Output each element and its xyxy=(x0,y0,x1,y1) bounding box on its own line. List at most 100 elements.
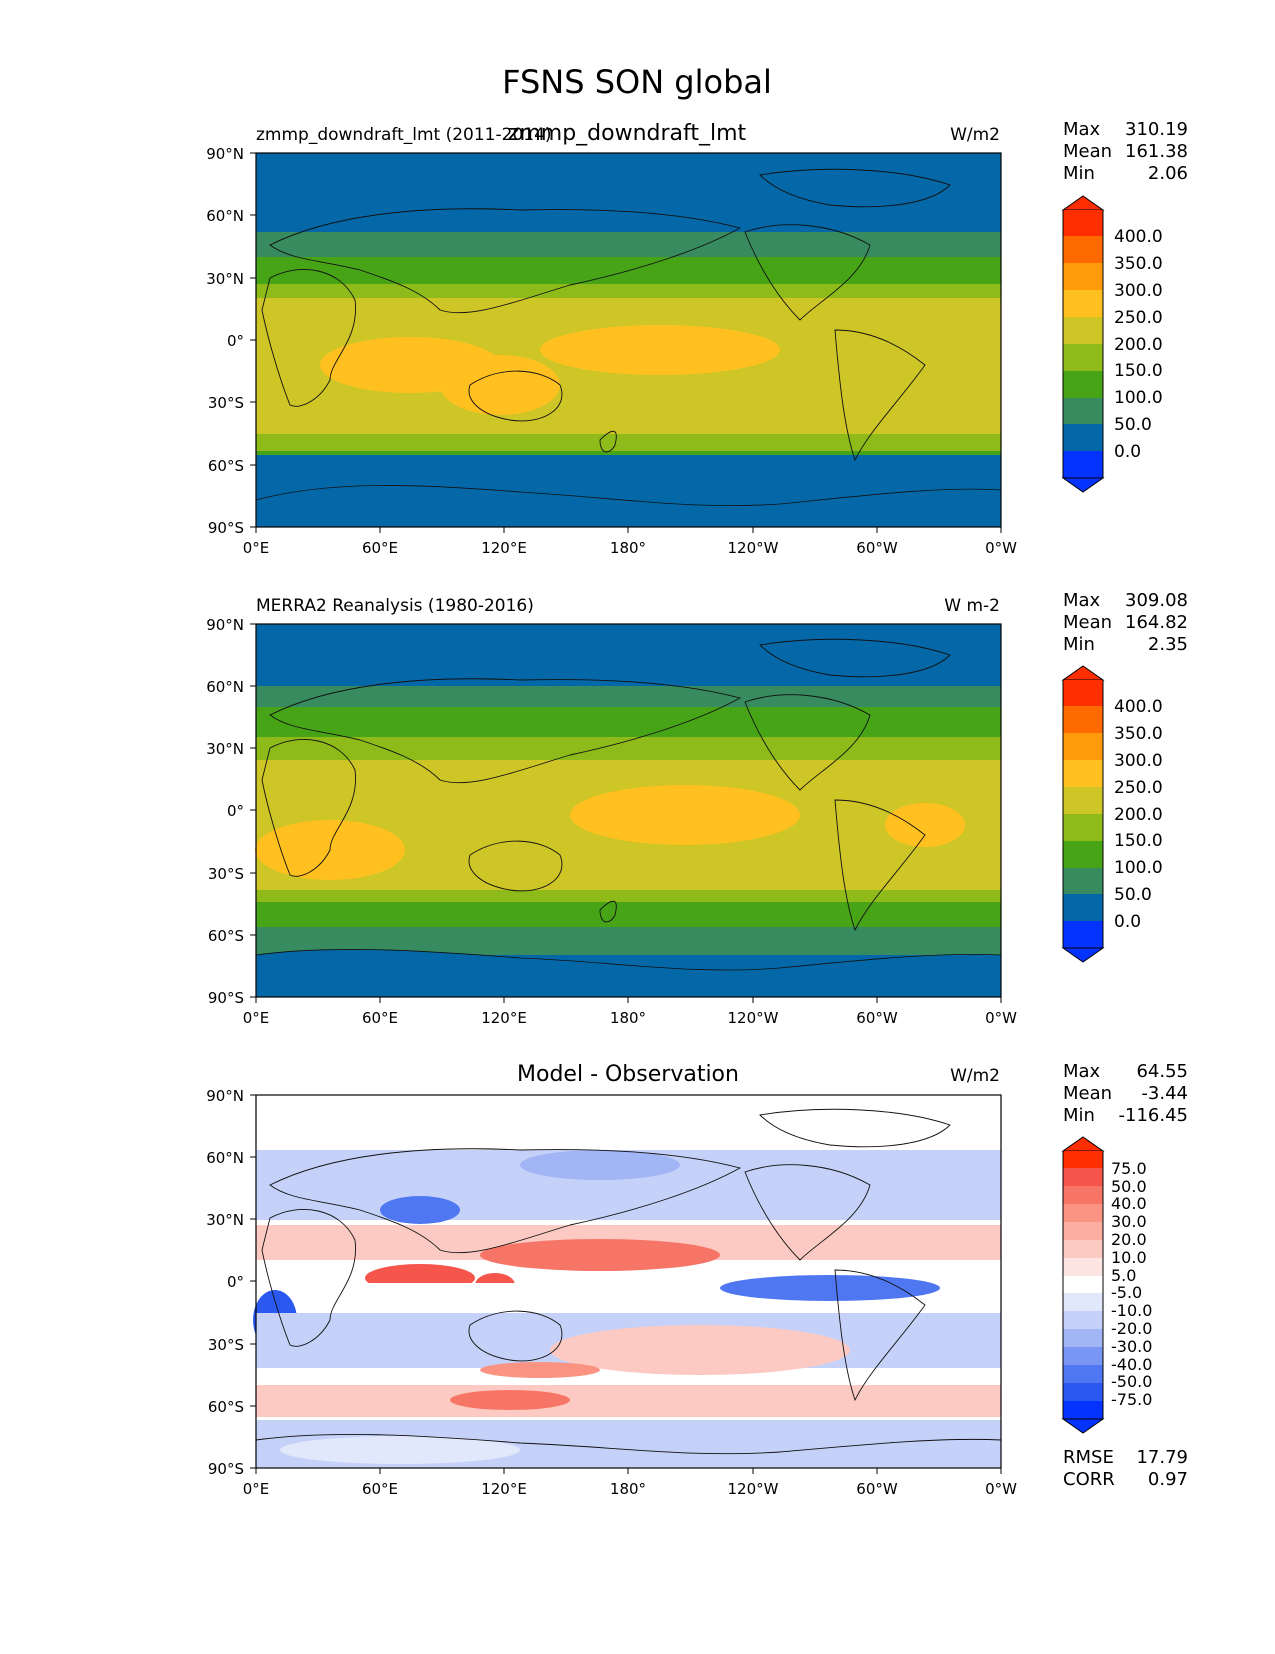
colorbar-tick: 40.0 xyxy=(1111,1194,1147,1213)
y-tick-label: 60°S xyxy=(208,457,244,475)
x-tick-label: 120°W xyxy=(728,539,779,557)
colorbar-tick: 350.0 xyxy=(1114,254,1163,274)
colorbar-tick: 150.0 xyxy=(1114,831,1163,851)
x-tick-label: 0°W xyxy=(985,1480,1017,1498)
colorbar-model: 400.0 350.0 300.0 250.0 200.0 150.0 100.… xyxy=(1061,195,1163,493)
stat-label: Mean xyxy=(1063,612,1112,633)
colorbar-tick: 50.0 xyxy=(1111,1177,1147,1196)
colorbar-tick: 100.0 xyxy=(1114,858,1163,878)
colorbar-tick: 150.0 xyxy=(1114,361,1163,381)
map-model xyxy=(255,153,1002,528)
y-tick-label: 60°N xyxy=(206,678,244,696)
stat-label: Min xyxy=(1063,1105,1095,1126)
colorbar-tick: 400.0 xyxy=(1114,227,1163,247)
x-tick-label: 180° xyxy=(610,1009,646,1027)
y-tick-label: 60°S xyxy=(208,927,244,945)
map-difference-x-ticks: 0°E 60°E 120°E 180° 120°W 60°W 0°W xyxy=(243,1468,1017,1498)
colorbar-tick: 250.0 xyxy=(1114,308,1163,328)
colorbar-tick: 0.0 xyxy=(1114,442,1141,462)
stat-label: Max xyxy=(1063,1061,1101,1082)
stat-label: Max xyxy=(1063,590,1101,611)
colorbar-tick: 200.0 xyxy=(1114,335,1163,355)
map-observation xyxy=(255,624,1002,998)
colorbar-tick: 30.0 xyxy=(1111,1212,1147,1231)
stat-value: 0.97 xyxy=(1148,1469,1188,1490)
map-observation-y-ticks: 90°N 60°N 30°N 0° 30°S 60°S 90°S xyxy=(206,616,256,1007)
x-tick-label: 180° xyxy=(610,1480,646,1498)
colorbar-tick: -75.0 xyxy=(1111,1390,1152,1409)
y-tick-label: 90°N xyxy=(206,145,244,163)
y-tick-label: 30°S xyxy=(208,394,244,412)
stat-label: Max xyxy=(1063,119,1101,140)
stat-value: 2.06 xyxy=(1148,163,1188,184)
stat-value: 161.38 xyxy=(1125,141,1188,162)
y-tick-label: 90°S xyxy=(208,1460,244,1478)
panel-difference-units: W/m2 xyxy=(950,1066,1000,1086)
x-tick-label: 120°W xyxy=(728,1009,779,1027)
panel-observation: MERRA2 Reanalysis (1980-2016) W m-2 xyxy=(206,590,1188,1027)
colorbar-tick: 5.0 xyxy=(1111,1266,1136,1285)
map-model-x-ticks: 0°E 60°E 120°E 180° 120°W 60°W 0°W xyxy=(243,527,1017,557)
map-observation-x-ticks: 0°E 60°E 120°E 180° 120°W 60°W 0°W xyxy=(243,997,1017,1027)
x-tick-label: 60°E xyxy=(362,1009,398,1027)
x-tick-label: 0°W xyxy=(985,539,1017,557)
x-tick-label: 60°E xyxy=(362,1480,398,1498)
panel-observation-left-title: MERRA2 Reanalysis (1980-2016) xyxy=(256,596,534,616)
x-tick-label: 0°W xyxy=(985,1009,1017,1027)
x-tick-label: 120°E xyxy=(481,1009,527,1027)
y-tick-label: 0° xyxy=(227,1273,244,1291)
y-tick-label: 90°S xyxy=(208,989,244,1007)
x-tick-label: 60°W xyxy=(856,1480,898,1498)
panel-difference-extra-stats: RMSE 17.79 CORR 0.97 xyxy=(1063,1447,1188,1490)
stat-label: Min xyxy=(1063,634,1095,655)
stat-value: 64.55 xyxy=(1136,1061,1188,1082)
y-tick-label: 30°S xyxy=(208,865,244,883)
y-tick-label: 60°N xyxy=(206,207,244,225)
y-tick-label: 0° xyxy=(227,802,244,820)
panel-model: zmmp_downdraft_lmt (2011-2014) zmmp_down… xyxy=(206,119,1188,557)
panel-model-left-title: zmmp_downdraft_lmt (2011-2014) xyxy=(256,125,552,145)
map-model-y-ticks: 90°N 60°N 30°N 0° 30°S 60°S 90°S xyxy=(206,145,256,537)
panel-model-center-title: zmmp_downdraft_lmt xyxy=(508,121,747,146)
y-tick-label: 60°S xyxy=(208,1398,244,1416)
colorbar-tick: -40.0 xyxy=(1111,1355,1152,1374)
colorbar-tick: 250.0 xyxy=(1114,778,1163,798)
colorbar-tick: 350.0 xyxy=(1114,724,1163,744)
figure-title: FSNS SON global xyxy=(502,63,772,101)
stat-value: 17.79 xyxy=(1136,1447,1188,1468)
x-tick-label: 60°E xyxy=(362,539,398,557)
panel-difference: Model - Observation W/m2 xyxy=(206,1061,1188,1498)
panel-model-stats: Max 310.19 Mean 161.38 Min 2.06 xyxy=(1063,119,1188,184)
panel-difference-center-title: Model - Observation xyxy=(517,1062,739,1087)
colorbar-tick: -5.0 xyxy=(1111,1283,1142,1302)
colorbar-difference: 75.0 50.0 40.0 30.0 20.0 10.0 5.0 -5.0 -… xyxy=(1061,1136,1152,1434)
x-tick-label: 60°W xyxy=(856,1009,898,1027)
x-tick-label: 180° xyxy=(610,539,646,557)
x-tick-label: 0°E xyxy=(243,1009,270,1027)
panel-observation-units: W m-2 xyxy=(944,596,1000,616)
colorbar-observation: 400.0 350.0 300.0 250.0 200.0 150.0 100.… xyxy=(1061,665,1163,963)
panel-observation-stats: Max 309.08 Mean 164.82 Min 2.35 xyxy=(1063,590,1188,655)
y-tick-label: 30°N xyxy=(206,1211,244,1229)
y-tick-label: 0° xyxy=(227,332,244,350)
y-tick-label: 90°S xyxy=(208,519,244,537)
colorbar-tick: 0.0 xyxy=(1114,912,1141,932)
panel-difference-stats: Max 64.55 Mean -3.44 Min -116.45 xyxy=(1063,1061,1188,1126)
x-tick-label: 120°E xyxy=(481,539,527,557)
map-difference xyxy=(253,1095,1002,1468)
y-tick-label: 30°N xyxy=(206,740,244,758)
y-tick-label: 90°N xyxy=(206,1087,244,1105)
colorbar-tick: 100.0 xyxy=(1114,388,1163,408)
colorbar-tick: -20.0 xyxy=(1111,1319,1152,1338)
x-tick-label: 0°E xyxy=(243,539,270,557)
stat-value: -3.44 xyxy=(1141,1083,1188,1104)
colorbar-tick: 75.0 xyxy=(1111,1159,1147,1178)
stat-label: CORR xyxy=(1063,1469,1115,1490)
colorbar-tick: 400.0 xyxy=(1114,697,1163,717)
stat-value: -116.45 xyxy=(1119,1105,1188,1126)
y-tick-label: 30°N xyxy=(206,270,244,288)
colorbar-tick: 20.0 xyxy=(1111,1230,1147,1249)
stat-label: Mean xyxy=(1063,141,1112,162)
colorbar-tick: 50.0 xyxy=(1114,415,1152,435)
x-tick-label: 120°E xyxy=(481,1480,527,1498)
